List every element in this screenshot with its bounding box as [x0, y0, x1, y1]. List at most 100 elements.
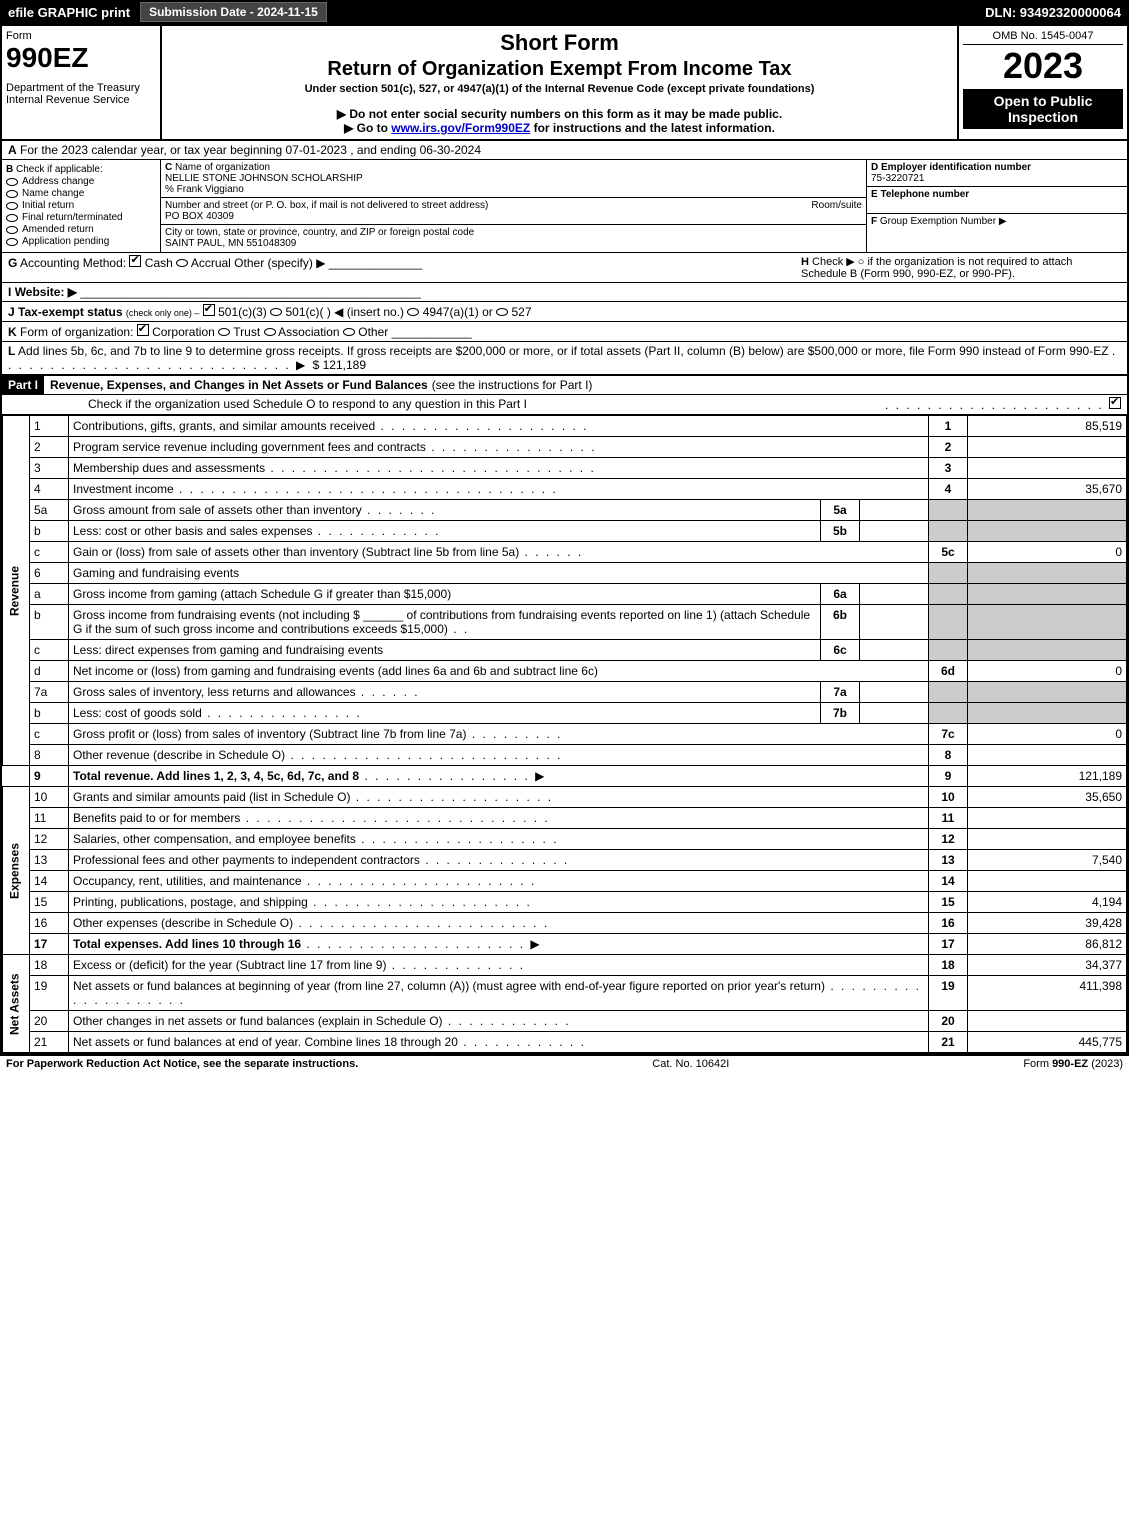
initial-return-checkbox[interactable] — [6, 202, 18, 210]
name-change-label: Name change — [22, 188, 84, 199]
line-18-desc: Excess or (deficit) for the year (Subtra… — [73, 958, 386, 972]
line-5a-sub: 5a — [821, 500, 860, 521]
final-return-checkbox[interactable] — [6, 214, 18, 222]
tax-year-text: For the 2023 calendar year, or tax year … — [20, 143, 481, 157]
trust-label: Trust — [233, 325, 260, 339]
line-1-desc: Contributions, gifts, grants, and simila… — [73, 419, 375, 433]
line-5a-subval — [860, 500, 929, 521]
irs-link[interactable]: www.irs.gov/Form990EZ — [391, 121, 530, 135]
open-public-badge: Open to Public Inspection — [963, 89, 1123, 129]
name-change-checkbox[interactable] — [6, 190, 18, 198]
line-3-col: 3 — [929, 458, 968, 479]
501c3-checkbox[interactable] — [203, 304, 215, 316]
line-11-val — [968, 808, 1127, 829]
address-change-label: Address change — [22, 176, 94, 187]
line-19-desc: Net assets or fund balances at beginning… — [73, 979, 825, 993]
line-1-col: 1 — [929, 416, 968, 437]
website-heading: Website: ▶ — [15, 285, 77, 299]
line-20-col: 20 — [929, 1011, 968, 1032]
amended-return-checkbox[interactable] — [6, 226, 18, 234]
under-section-text: Under section 501(c), 527, or 4947(a)(1)… — [166, 83, 953, 95]
line-17-col: 17 — [929, 934, 968, 955]
line-15-val: 4,194 — [968, 892, 1127, 913]
line-8-val — [968, 745, 1127, 766]
line-6b-sub: 6b — [821, 605, 860, 640]
label-a: A — [8, 143, 17, 157]
line-12-col: 12 — [929, 829, 968, 850]
cash-checkbox[interactable] — [129, 255, 141, 267]
check-applicable-heading: Check if applicable: — [16, 164, 103, 175]
line-5a-desc: Gross amount from sale of assets other t… — [73, 503, 362, 517]
line-9-desc: Total revenue. Add lines 1, 2, 3, 4, 5c,… — [73, 769, 359, 783]
501c-checkbox[interactable] — [270, 308, 282, 316]
name-of-org-label: Name of organization — [175, 162, 270, 173]
schedule-b-text: Check ▶ ○ if the organization is not req… — [801, 256, 1072, 280]
other-label: Other (specify) ▶ — [234, 256, 325, 270]
gross-receipts-value: $ 121,189 — [313, 358, 366, 372]
footer-left: For Paperwork Reduction Act Notice, see … — [6, 1058, 358, 1070]
line-11-desc: Benefits paid to or for members — [73, 811, 240, 825]
line-6a-sub: 6a — [821, 584, 860, 605]
expenses-side-label: Expenses — [3, 787, 30, 955]
line-21-col: 21 — [929, 1032, 968, 1053]
line-6c-desc: Less: direct expenses from gaming and fu… — [73, 643, 383, 657]
line-4-val: 35,670 — [968, 479, 1127, 500]
4947-checkbox[interactable] — [407, 308, 419, 316]
line-17-val: 86,812 — [968, 934, 1127, 955]
submission-date-button[interactable]: Submission Date - 2024-11-15 — [140, 2, 327, 22]
amended-return-label: Amended return — [22, 224, 94, 235]
label-i: I — [8, 285, 11, 299]
address-change-checkbox[interactable] — [6, 178, 18, 186]
line-4-col: 4 — [929, 479, 968, 500]
line-3-val — [968, 458, 1127, 479]
accrual-checkbox[interactable] — [176, 259, 188, 267]
line-15-desc: Printing, publications, postage, and shi… — [73, 895, 308, 909]
form-label: Form — [6, 30, 32, 42]
trust-checkbox[interactable] — [218, 328, 230, 336]
check-only-one: (check only one) – — [126, 308, 200, 318]
line-20-val — [968, 1011, 1127, 1032]
footer-right: Form 990-EZ (2023) — [1023, 1058, 1123, 1070]
line-9-val: 121,189 — [968, 766, 1127, 787]
line-5c-val: 0 — [968, 542, 1127, 563]
line-8-desc: Other revenue (describe in Schedule O) — [73, 748, 285, 762]
line-4-desc: Investment income — [73, 482, 174, 496]
other-org-label: Other — [358, 325, 388, 339]
line-13-desc: Professional fees and other payments to … — [73, 853, 420, 867]
no-ssn-text: ▶ Do not enter social security numbers o… — [166, 107, 953, 121]
accrual-label: Accrual — [191, 256, 231, 270]
line-21-desc: Net assets or fund balances at end of ye… — [73, 1035, 458, 1049]
schedule-o-checkbox[interactable] — [1109, 397, 1121, 409]
line-1-val: 85,519 — [968, 416, 1127, 437]
line-9-col: 9 — [929, 766, 968, 787]
line-5b-sub: 5b — [821, 521, 860, 542]
line-16-desc: Other expenses (describe in Schedule O) — [73, 916, 293, 930]
line-7a-sub: 7a — [821, 682, 860, 703]
application-pending-checkbox[interactable] — [6, 238, 18, 246]
line-7c-desc: Gross profit or (loss) from sales of inv… — [73, 727, 466, 741]
line-2-desc: Program service revenue including govern… — [73, 440, 426, 454]
corporation-checkbox[interactable] — [137, 324, 149, 336]
instructions-link[interactable]: ▶ Go to www.irs.gov/Form990EZ for instru… — [166, 121, 953, 135]
527-checkbox[interactable] — [496, 308, 508, 316]
part1-title: Revenue, Expenses, and Changes in Net As… — [44, 378, 428, 392]
line-18-col: 18 — [929, 955, 968, 976]
line-12-val — [968, 829, 1127, 850]
label-c: C — [165, 162, 172, 173]
line-5c-col: 5c — [929, 542, 968, 563]
info-grid: B Check if applicable: Address change Na… — [2, 160, 1127, 253]
financial-table: Revenue 1 Contributions, gifts, grants, … — [2, 415, 1127, 1053]
label-g: G — [8, 256, 17, 270]
line-7c-col: 7c — [929, 724, 968, 745]
application-pending-label: Application pending — [22, 236, 109, 247]
form-number: 990EZ — [6, 42, 156, 74]
line-2-val — [968, 437, 1127, 458]
org-name: NELLIE STONE JOHNSON SCHOLARSHIP — [165, 173, 363, 184]
part1-note: (see the instructions for Part I) — [428, 378, 593, 392]
footer-center: Cat. No. 10642I — [652, 1058, 729, 1070]
other-org-checkbox[interactable] — [343, 328, 355, 336]
association-checkbox[interactable] — [264, 328, 276, 336]
omb-number: OMB No. 1545-0047 — [963, 30, 1123, 45]
line-17-desc: Total expenses. Add lines 10 through 16 — [73, 937, 301, 951]
top-bar: efile GRAPHIC print Submission Date - 20… — [0, 0, 1129, 24]
